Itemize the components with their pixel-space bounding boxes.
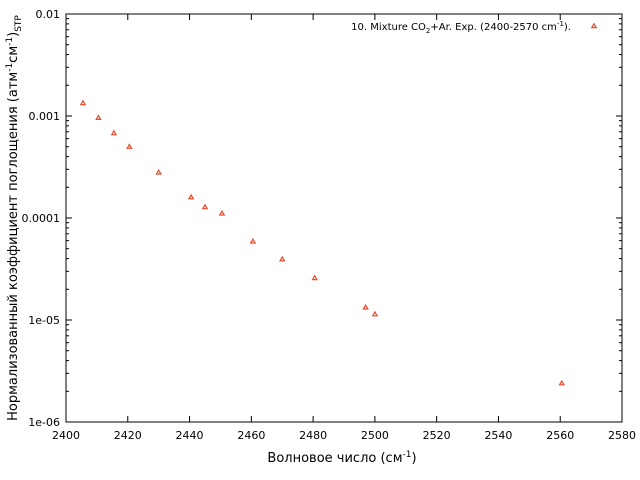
data-point xyxy=(371,310,379,317)
legend-label: 10. Mixture CO2+Ar. Exp. (2400-2570 cm-1… xyxy=(351,20,571,35)
plot-frame xyxy=(65,13,623,423)
x-tick-label: 2500 xyxy=(361,429,389,442)
data-point xyxy=(79,99,87,106)
legend-marker xyxy=(590,22,598,29)
y-tick-label: 0.01 xyxy=(36,8,61,21)
legend: 10. Mixture CO2+Ar. Exp. (2400-2570 cm-1… xyxy=(351,20,598,35)
x-tick-label: 2460 xyxy=(237,429,265,442)
x-tick-label: 2560 xyxy=(546,429,574,442)
data-point xyxy=(278,255,286,262)
data-point xyxy=(218,209,226,216)
data-point xyxy=(95,114,102,121)
data-point xyxy=(558,379,566,386)
x-axis-title: Волновое число (см-1) xyxy=(267,450,416,466)
data-point xyxy=(311,274,318,281)
data-point xyxy=(155,168,162,175)
x-tick-label: 2540 xyxy=(484,429,512,442)
data-point xyxy=(187,193,195,200)
data-point xyxy=(201,203,209,210)
y-tick-label: 0.0001 xyxy=(22,212,61,225)
x-tick-label: 2520 xyxy=(423,429,451,442)
data-point xyxy=(362,303,369,310)
x-tick-label: 2480 xyxy=(299,429,327,442)
data-point xyxy=(110,129,118,136)
y-tick-label: 0.001 xyxy=(29,110,61,123)
x-tick-label: 2420 xyxy=(114,429,142,442)
y-tick-label: 1e-05 xyxy=(28,314,60,327)
y-tick-label: 1e-06 xyxy=(28,416,60,429)
y-axis-title: Нормализованный коэффициент поглощения (… xyxy=(5,15,24,421)
data-point xyxy=(126,143,133,149)
data-point xyxy=(249,237,257,244)
x-tick-label: 2440 xyxy=(176,429,204,442)
x-tick-label: 2580 xyxy=(608,429,636,442)
x-tick-label: 2400 xyxy=(52,429,80,442)
